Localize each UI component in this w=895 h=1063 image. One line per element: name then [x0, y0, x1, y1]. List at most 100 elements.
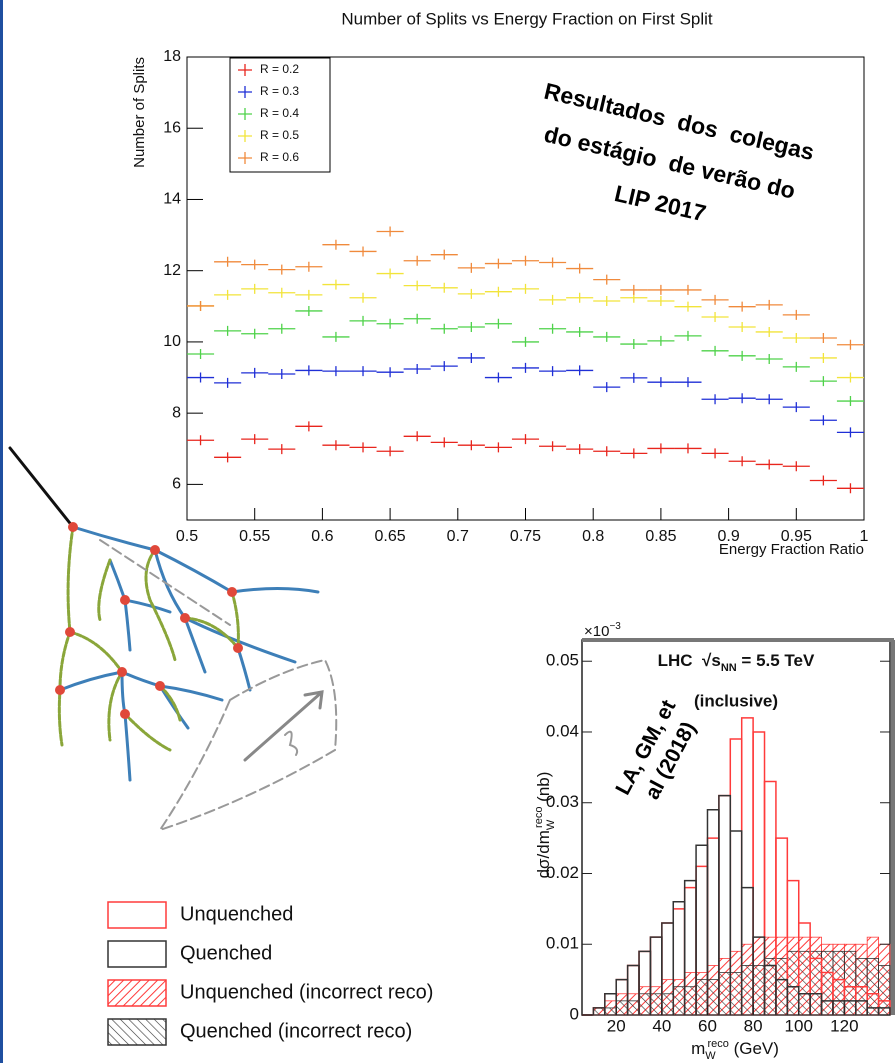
data-point	[457, 321, 485, 332]
y-tick-label: 6	[172, 476, 181, 493]
data-point	[755, 326, 783, 337]
data-point	[701, 394, 729, 405]
histogram-chart: 20 40 60 80 100 120 0 0.01 0.02 0.03 0.04 0.05 LHC √…	[533, 621, 895, 1062]
data-point	[376, 318, 404, 329]
data-point	[593, 382, 621, 393]
data-point	[511, 283, 540, 294]
data-point	[539, 441, 567, 452]
data-point	[187, 349, 215, 360]
hatched-bin	[729, 972, 743, 1016]
data-point	[322, 440, 350, 451]
data-point	[701, 448, 729, 459]
data-point	[484, 286, 512, 297]
data-point	[566, 444, 594, 455]
data-point	[539, 323, 567, 334]
chart-title: LHC √sNN = 5.5 TeV	[658, 651, 815, 673]
data-point	[620, 448, 648, 459]
hatched-bin	[832, 950, 845, 1016]
data-point	[403, 431, 431, 442]
data-point	[241, 434, 269, 445]
data-point	[674, 284, 702, 295]
legend-swatch	[107, 940, 167, 968]
data-point	[295, 365, 323, 376]
data-point	[701, 345, 729, 356]
data-point	[349, 246, 377, 257]
data-point	[647, 284, 675, 295]
data-point	[728, 301, 756, 312]
data-point	[674, 330, 702, 341]
x-tick-label: 1	[860, 528, 869, 545]
data-point	[295, 261, 323, 272]
x-axis-label-part: W	[705, 1050, 716, 1062]
data-point	[430, 437, 458, 448]
x-tick-label: 0.75	[510, 528, 541, 545]
data-point	[403, 255, 431, 266]
data-point	[376, 367, 404, 378]
data-point	[187, 372, 215, 383]
annotation-line: LIP 2017	[612, 180, 708, 226]
hatched-bin	[615, 1000, 629, 1016]
data-point	[701, 311, 729, 322]
data-point	[511, 362, 540, 373]
legend-label: Unquenched (incorrect reco)	[180, 981, 433, 1003]
x-axis-label: mWreco (GeV)	[691, 1038, 779, 1062]
y-tick-label: 14	[163, 191, 181, 208]
data-point	[349, 366, 377, 377]
data-point	[241, 259, 269, 270]
legend-label: R = 0.5	[260, 128, 299, 142]
chart-title-part: = 5.5 TeV	[737, 651, 815, 670]
hatched-bin	[798, 950, 811, 1016]
y-tick-label: 0.01	[546, 934, 579, 953]
hatched-bin	[627, 1000, 640, 1016]
data-point	[349, 292, 377, 303]
hatched-bin	[638, 993, 651, 1016]
y-axis-label-part: reco	[533, 807, 545, 828]
data-point	[403, 313, 431, 324]
data-point	[566, 292, 594, 303]
chart-subtitle: (inclusive)	[694, 691, 778, 710]
hatched-bin	[809, 950, 822, 1016]
data-point	[457, 352, 485, 363]
x-tick-label: 60	[698, 1016, 717, 1035]
x-tick-label: 20	[607, 1016, 626, 1035]
hatched-bin	[718, 972, 731, 1016]
y-tick-label: 0.04	[546, 721, 579, 740]
data-point	[647, 335, 675, 346]
data-point	[593, 274, 621, 285]
hatched-bin	[707, 979, 720, 1016]
data-point	[836, 339, 864, 350]
x-tick-label: 0.55	[239, 528, 270, 545]
data-point	[782, 309, 810, 320]
data-point	[241, 367, 269, 378]
data-point	[566, 326, 594, 337]
hatched-bin	[650, 993, 663, 1016]
data-point	[241, 328, 269, 339]
data-point	[755, 394, 783, 405]
data-point	[322, 366, 350, 377]
data-point	[809, 333, 837, 344]
legend-marker	[238, 86, 252, 98]
data-point	[295, 421, 323, 432]
data-point	[809, 352, 837, 363]
data-point	[214, 377, 242, 388]
x-tick-label: 0.7	[447, 528, 469, 545]
data-point	[484, 372, 512, 383]
legend-box	[229, 57, 331, 173]
scatter-chart: Number of Splits vs Energy Fraction on F…	[131, 9, 869, 557]
data-point	[755, 354, 783, 365]
data-point	[836, 372, 864, 383]
y-tick-label: 0.02	[546, 863, 579, 882]
data-point	[268, 444, 296, 455]
y-axis-label-part: W	[545, 819, 557, 830]
data-point	[755, 459, 783, 470]
data-point	[376, 446, 404, 457]
legend-label: R = 0.6	[260, 150, 299, 164]
data-point	[647, 377, 675, 388]
legend-label: Quenched (incorrect reco)	[180, 1020, 412, 1042]
y-tick-label: 12	[163, 262, 181, 279]
data-point	[566, 365, 594, 376]
y-axis-label-part: dσ/dm	[534, 830, 553, 878]
y-axis-label-part: (nb)	[534, 772, 553, 807]
